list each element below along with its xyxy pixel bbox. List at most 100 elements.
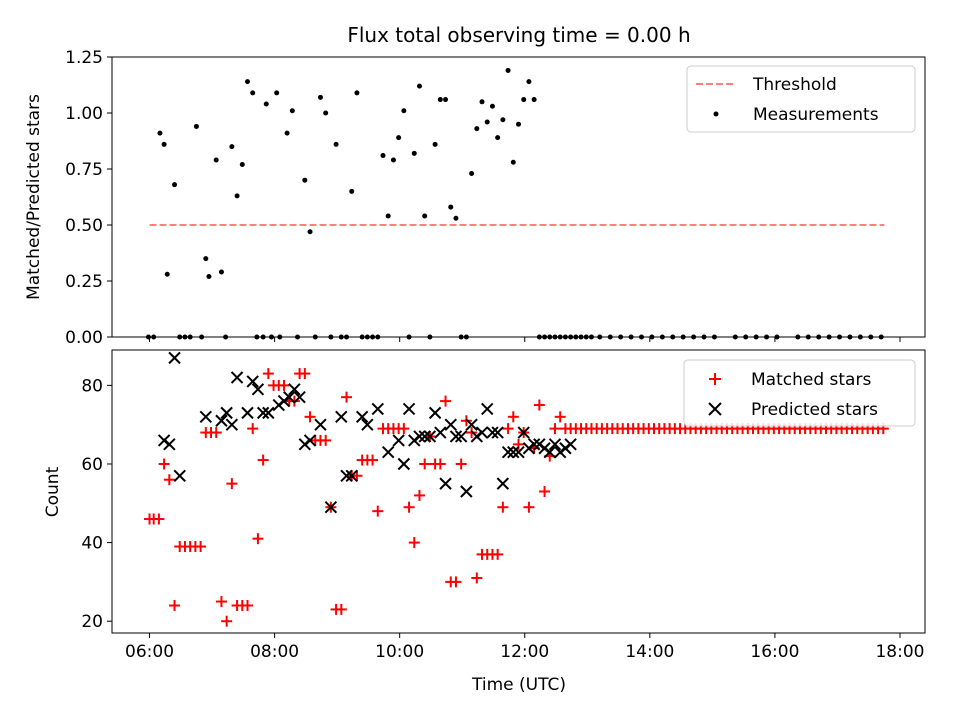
measurement-point bbox=[437, 97, 443, 103]
bottom-y-ticks: 20 40 60 80 bbox=[81, 376, 112, 632]
predicted-point bbox=[199, 410, 213, 424]
figure-title: Flux total observing time = 0.00 h bbox=[347, 23, 690, 47]
matched-point bbox=[471, 572, 483, 584]
y-tick-label: 20 bbox=[81, 612, 103, 632]
predicted-point bbox=[439, 477, 452, 490]
measurement-point bbox=[516, 121, 521, 127]
matched-point bbox=[455, 458, 467, 470]
predicted-point bbox=[543, 445, 556, 459]
matched-point bbox=[252, 533, 264, 545]
matched-point bbox=[507, 411, 519, 423]
predicted-point bbox=[324, 501, 338, 514]
matched-point bbox=[523, 501, 535, 513]
predicted-point bbox=[418, 430, 431, 443]
matched-point bbox=[408, 537, 420, 549]
bottom-axes-frame bbox=[111, 349, 926, 634]
measurement-point bbox=[289, 108, 295, 114]
x-tick-label: 14:00 bbox=[625, 642, 674, 662]
y-tick-label: 60 bbox=[81, 455, 103, 475]
matched-point bbox=[262, 368, 274, 380]
matched-point bbox=[440, 395, 452, 407]
measurement-point bbox=[206, 274, 212, 280]
predicted-point bbox=[251, 383, 265, 396]
matched-point bbox=[367, 454, 379, 466]
matched-point bbox=[434, 458, 446, 470]
top-legend-box bbox=[686, 65, 916, 133]
measurement-point bbox=[218, 269, 224, 275]
y-tick-label: 0.50 bbox=[65, 216, 103, 236]
measurement-point bbox=[239, 162, 245, 168]
predicted-point bbox=[444, 418, 457, 431]
predicted-point bbox=[507, 445, 520, 459]
predicted-point bbox=[413, 430, 426, 443]
measurement-point bbox=[164, 271, 170, 277]
matched-point bbox=[351, 470, 363, 482]
measurement-point bbox=[448, 204, 454, 210]
predicted-point bbox=[475, 426, 489, 439]
predicted-point bbox=[501, 445, 515, 459]
predicted-point bbox=[481, 402, 494, 416]
top-y-ticks: 0.00 0.25 0.50 0.75 1.00 1.25 bbox=[65, 48, 112, 348]
predicted-point bbox=[220, 406, 233, 420]
predicted-point bbox=[256, 406, 270, 420]
y-tick-label: 1.25 bbox=[65, 48, 103, 68]
matched-point bbox=[497, 501, 509, 513]
predicted-point bbox=[454, 430, 468, 443]
legend-matched-label: Matched stars bbox=[751, 370, 871, 390]
measurement-point bbox=[157, 130, 163, 136]
predicted-point bbox=[246, 375, 259, 388]
x-axis-label: Time (UTC) bbox=[471, 675, 566, 695]
measurement-point bbox=[333, 141, 339, 147]
matched-point bbox=[413, 489, 425, 501]
matched-point bbox=[554, 411, 566, 423]
predicted-point bbox=[434, 426, 447, 439]
x-tick-label: 18:00 bbox=[875, 642, 924, 662]
measurement-point bbox=[422, 213, 428, 219]
measurement-point bbox=[390, 157, 396, 163]
matched-point bbox=[299, 368, 311, 380]
legend-measurements-swatch bbox=[713, 111, 719, 117]
predicted-point bbox=[215, 414, 228, 427]
predicted-point bbox=[402, 402, 416, 416]
y-tick-label: 0.25 bbox=[65, 272, 103, 292]
top-panel: 0.00 0.25 0.50 0.75 1.00 1.25 Matched/Predict… bbox=[24, 48, 926, 348]
measurement-point bbox=[484, 119, 490, 125]
measurement-point bbox=[193, 123, 199, 129]
predicted-point bbox=[340, 469, 353, 482]
matched-point bbox=[320, 434, 332, 446]
predicted-point bbox=[548, 438, 562, 451]
measurement-point bbox=[453, 215, 459, 221]
measurement-point bbox=[401, 108, 407, 114]
legend-predicted-label: Predicted stars bbox=[751, 400, 878, 420]
x-tick-label: 08:00 bbox=[250, 642, 299, 662]
matched-point bbox=[502, 423, 514, 435]
measurement-point bbox=[411, 150, 417, 156]
measurement-point bbox=[531, 97, 537, 103]
matched-point bbox=[335, 603, 347, 615]
matched-point bbox=[163, 474, 175, 486]
matched-point bbox=[372, 505, 384, 517]
predicted-point bbox=[288, 383, 301, 396]
predicted-point bbox=[423, 430, 437, 443]
measurement-point bbox=[443, 97, 449, 103]
matched-point bbox=[247, 423, 259, 435]
bottom-marks bbox=[144, 351, 889, 627]
measurement-point bbox=[203, 256, 209, 262]
legend-matched-swatch bbox=[709, 373, 721, 385]
y-tick-label: 0.75 bbox=[65, 160, 103, 180]
measurement-point bbox=[250, 90, 256, 96]
predicted-point bbox=[303, 434, 317, 447]
measurement-point bbox=[479, 99, 485, 105]
y-tick-label: 0.00 bbox=[65, 328, 103, 348]
measurement-point bbox=[349, 188, 355, 194]
predicted-point bbox=[314, 418, 327, 431]
matched-point bbox=[419, 458, 431, 470]
legend-threshold-label: Threshold bbox=[752, 75, 837, 95]
predicted-point bbox=[449, 430, 463, 443]
measurement-point bbox=[380, 153, 386, 159]
measurement-point bbox=[500, 117, 506, 123]
predicted-point bbox=[262, 406, 275, 420]
matched-point bbox=[242, 599, 253, 611]
bottom-y-axis-label: Count bbox=[43, 466, 63, 517]
matched-point bbox=[169, 599, 181, 611]
